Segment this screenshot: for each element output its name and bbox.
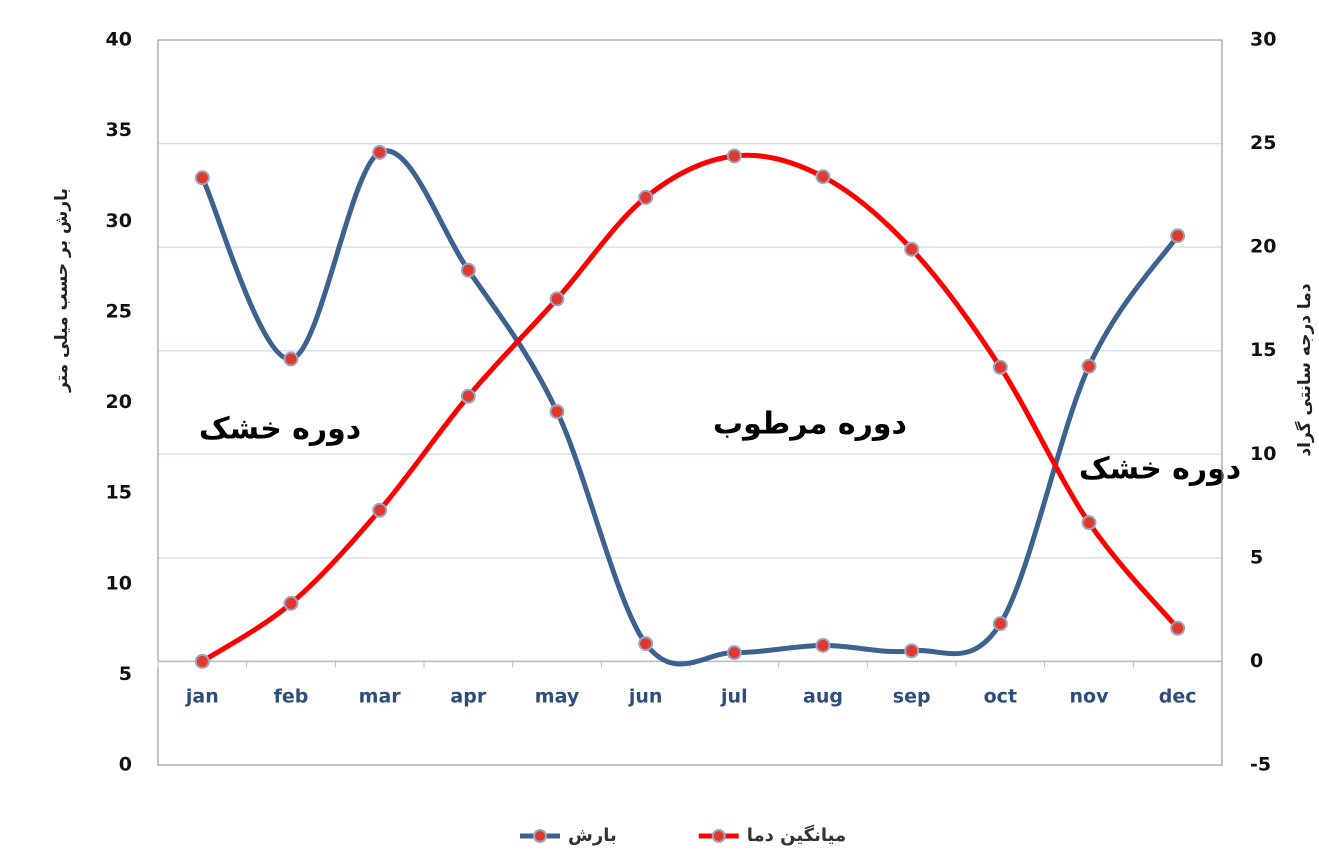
plot-border bbox=[157, 39, 1223, 766]
legend-marker bbox=[533, 829, 547, 843]
series-line bbox=[199, 148, 1181, 667]
marker bbox=[1170, 228, 1186, 244]
legend-marker bbox=[711, 829, 726, 843]
marker bbox=[460, 388, 476, 404]
x-tick-label: aug bbox=[803, 686, 843, 708]
marker bbox=[1170, 620, 1186, 636]
y2-axis-label: دما درجه سانتی گراد bbox=[1294, 283, 1315, 456]
x-tick-label: nov bbox=[1070, 686, 1110, 708]
y2-tick-label: 15 bbox=[1250, 339, 1276, 361]
y-tick-label: 40 bbox=[106, 29, 132, 51]
y2-tick-label: -5 bbox=[1250, 754, 1271, 776]
y-tick-label: 35 bbox=[106, 119, 132, 141]
y-tick-label: 15 bbox=[106, 482, 132, 504]
marker bbox=[194, 170, 210, 186]
annotation: دوره خشک bbox=[199, 412, 361, 447]
annotation: دوره مرطوب bbox=[713, 407, 907, 442]
y2-tick-label: 10 bbox=[1250, 443, 1276, 465]
x-tick-label: jun bbox=[628, 686, 663, 708]
y2-tick-label: 5 bbox=[1250, 546, 1263, 568]
marker bbox=[460, 262, 476, 278]
x-tick-label: sep bbox=[893, 686, 931, 708]
marker bbox=[815, 169, 831, 185]
marker bbox=[726, 148, 742, 164]
y2-tick-label: 30 bbox=[1250, 29, 1276, 51]
x-tick-label: dec bbox=[1159, 686, 1197, 708]
x-tick-label: may bbox=[535, 686, 580, 708]
x-tick-label: oct bbox=[984, 686, 1017, 708]
x-tick-label: apr bbox=[450, 686, 486, 708]
marker bbox=[283, 595, 299, 611]
marker bbox=[194, 653, 210, 669]
y-tick-label: 25 bbox=[106, 300, 132, 322]
y-tick-label: 20 bbox=[106, 391, 132, 413]
marker bbox=[1081, 515, 1097, 531]
y-tick-label: 5 bbox=[119, 663, 132, 685]
marker bbox=[638, 636, 654, 652]
marker bbox=[638, 189, 654, 205]
legend-label: بارش bbox=[568, 825, 617, 846]
series-line bbox=[199, 152, 1181, 664]
x-tick-label: jan bbox=[185, 686, 219, 708]
x-tick-label: feb bbox=[274, 686, 309, 708]
y2-tick-label: 20 bbox=[1250, 236, 1276, 258]
marker bbox=[815, 637, 831, 653]
y-tick-label: 10 bbox=[106, 572, 132, 594]
marker bbox=[549, 404, 565, 420]
marker bbox=[904, 241, 920, 257]
y-axis-label: بارش بر حسب میلی متر bbox=[52, 188, 72, 393]
annotation: دوره خشک bbox=[1079, 452, 1241, 487]
marker bbox=[904, 643, 920, 659]
y-tick-label: 0 bbox=[119, 754, 132, 776]
y-tick-label: 30 bbox=[106, 210, 132, 232]
marker bbox=[1081, 358, 1097, 374]
x-tick-label: jul bbox=[720, 686, 748, 708]
y2-tick-label: 0 bbox=[1250, 650, 1263, 672]
marker bbox=[726, 645, 742, 661]
x-tick-label: mar bbox=[359, 686, 402, 708]
marker bbox=[992, 359, 1008, 375]
marker bbox=[283, 351, 299, 367]
y2-tick-label: 25 bbox=[1250, 132, 1276, 154]
legend-label: میانگین دما bbox=[747, 824, 846, 846]
marker bbox=[992, 616, 1008, 632]
marker bbox=[372, 502, 388, 518]
marker bbox=[549, 291, 565, 307]
marker bbox=[372, 144, 388, 160]
